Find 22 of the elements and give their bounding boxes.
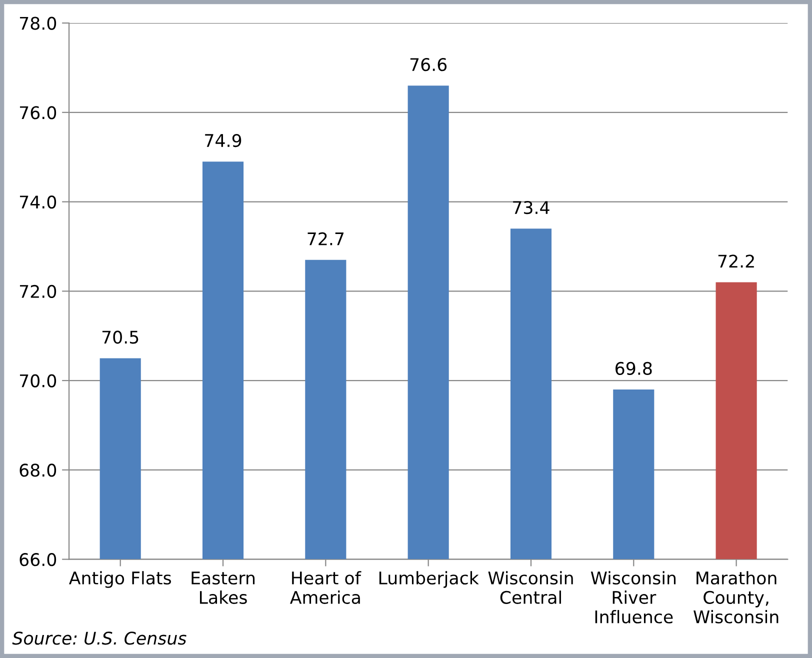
y-tick-label: 76.0 bbox=[20, 106, 56, 120]
data-label: 69.8 bbox=[616, 362, 652, 376]
source-note: Source: U.S. Census bbox=[12, 632, 186, 645]
y-tick-label: 74.0 bbox=[20, 195, 56, 209]
data-label: 73.4 bbox=[513, 200, 550, 214]
data-label: 72.7 bbox=[308, 232, 344, 246]
y-tick-label: 70.0 bbox=[20, 374, 56, 388]
x-tick-label: Antigo Flats bbox=[69, 571, 171, 588]
y-tick-label: 68.0 bbox=[20, 464, 56, 477]
y-tick-label: 66.0 bbox=[20, 553, 56, 566]
x-tick-label: Wisconsin Central bbox=[488, 571, 573, 604]
y-tick-label: 78.0 bbox=[20, 16, 56, 30]
data-label: 76.6 bbox=[410, 58, 447, 72]
x-tick-label: Wisconsin River Influence bbox=[590, 571, 676, 624]
x-tick-label: Lumberjack bbox=[379, 571, 479, 588]
y-tick-label: 72.0 bbox=[20, 284, 56, 298]
x-tick-label: Marathon County, Wisconsin bbox=[694, 571, 778, 624]
x-tick-label: Heart of America bbox=[290, 571, 362, 604]
data-label: 72.2 bbox=[718, 254, 754, 268]
data-label: 70.5 bbox=[102, 330, 138, 344]
data-label: 74.9 bbox=[205, 134, 242, 148]
x-tick-label: Eastern Lakes bbox=[192, 572, 255, 604]
